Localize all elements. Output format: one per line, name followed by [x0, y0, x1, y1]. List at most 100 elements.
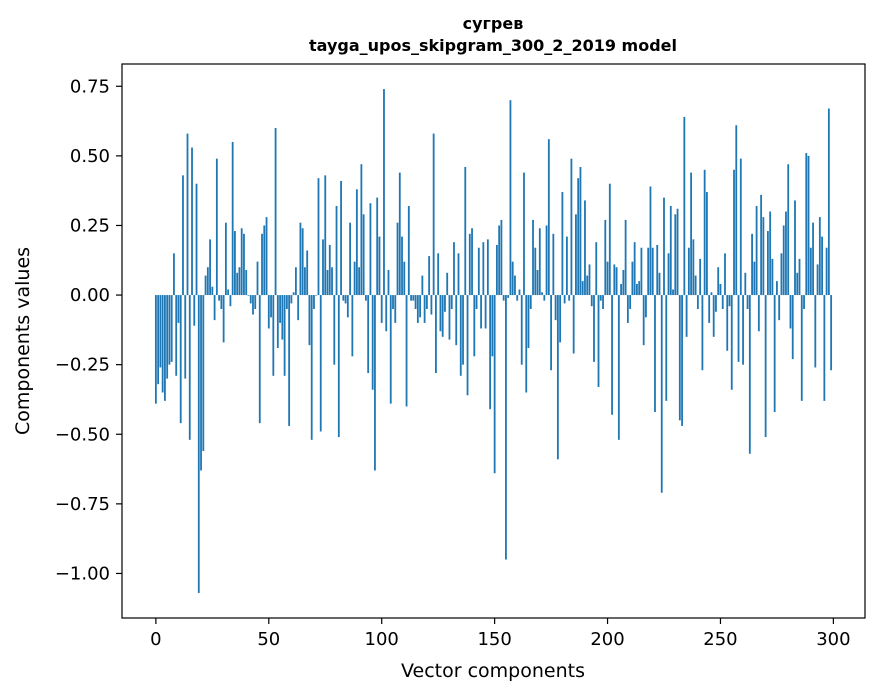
bar-122: [430, 295, 433, 315]
bar-80: [335, 205, 338, 296]
bar-290: [809, 247, 812, 296]
bar-187: [577, 178, 580, 296]
bar-266: [755, 205, 758, 296]
bar-178: [556, 295, 559, 460]
bar-155: [505, 295, 507, 560]
bar-198: [602, 295, 604, 309]
bar-192: [588, 264, 591, 296]
bar-1: [157, 295, 160, 385]
bar-125: [437, 253, 440, 296]
bar-255: [730, 295, 733, 390]
bar-282: [791, 295, 794, 360]
bar-248: [715, 295, 717, 312]
bar-208: [624, 219, 627, 296]
bar-213: [636, 283, 638, 296]
bar-55: [279, 295, 281, 323]
bar-99: [378, 236, 381, 296]
bar-27: [215, 158, 218, 296]
bar-217: [645, 295, 647, 318]
bar-107: [396, 222, 399, 296]
bar-181: [563, 295, 566, 304]
bar-214: [638, 281, 641, 296]
bar-206: [620, 283, 622, 296]
x-tick-label: 0: [150, 629, 161, 650]
bar-299: [830, 295, 833, 371]
bar-275: [776, 281, 778, 296]
bar-59: [288, 295, 291, 426]
bar-91: [360, 164, 363, 296]
bar-42: [249, 295, 252, 304]
bar-267: [757, 295, 760, 332]
bar-71: [315, 295, 318, 296]
bar-94: [367, 295, 370, 374]
bar-54: [276, 295, 279, 348]
bar-228: [669, 205, 672, 296]
bar-50: [267, 295, 270, 329]
bar-276: [778, 295, 781, 321]
bar-188: [579, 167, 582, 296]
bar-246: [710, 292, 713, 296]
bar-84: [344, 295, 347, 304]
bar-218: [647, 247, 650, 296]
bar-87: [351, 295, 354, 357]
bar-128: [444, 295, 446, 312]
bar-117: [419, 295, 422, 318]
bar-171: [541, 292, 543, 296]
bar-153: [500, 219, 503, 296]
bar-170: [538, 228, 541, 296]
bar-69: [310, 295, 313, 440]
bar-150: [493, 295, 496, 474]
bar-130: [448, 295, 451, 340]
bar-58: [285, 295, 288, 309]
bar-165: [527, 295, 530, 348]
bar-30: [222, 295, 225, 343]
y-tick-label: 0.75: [70, 76, 110, 97]
bar-202: [611, 295, 613, 415]
bar-123: [432, 133, 435, 296]
bar-166: [529, 295, 532, 309]
bar-256: [733, 169, 735, 296]
bar-207: [622, 270, 625, 296]
bar-0: [154, 295, 157, 404]
bar-161: [518, 289, 521, 296]
bar-41: [247, 295, 250, 296]
bar-191: [586, 275, 589, 296]
bar-147: [486, 239, 489, 296]
bar-75: [324, 175, 327, 296]
x-tick-label: 300: [816, 629, 850, 650]
bar-268: [760, 194, 763, 296]
bar-260: [742, 295, 744, 365]
bar-167: [532, 219, 534, 296]
bar-227: [667, 253, 670, 296]
bar-32: [227, 289, 230, 296]
bar-264: [751, 233, 753, 296]
bar-98: [376, 197, 379, 296]
bar-157: [509, 100, 512, 296]
bar-83: [342, 295, 345, 301]
bar-112: [407, 205, 410, 296]
bar-172: [543, 295, 546, 301]
bar-105: [392, 295, 394, 309]
bar-115: [414, 295, 417, 309]
chart-title-line2: tayga_upos_skipgram_300_2_2019 model: [309, 36, 677, 55]
bar-232: [678, 295, 681, 421]
bar-257: [735, 125, 738, 296]
bar-135: [459, 295, 462, 376]
bar-143: [477, 247, 480, 296]
bar-175: [550, 295, 552, 371]
bar-212: [633, 242, 636, 296]
bar-33: [229, 295, 232, 307]
bar-288: [805, 153, 808, 296]
bar-286: [800, 295, 803, 401]
bar-56: [281, 295, 284, 340]
bar-46: [258, 295, 261, 424]
bar-284: [796, 272, 799, 296]
bar-142: [475, 295, 478, 309]
bar-77: [328, 244, 331, 296]
bar-136: [462, 295, 464, 365]
bar-194: [593, 295, 595, 362]
bar-146: [484, 295, 487, 329]
bar-292: [814, 295, 817, 368]
bars-group: [154, 89, 833, 593]
bar-64: [299, 222, 302, 296]
